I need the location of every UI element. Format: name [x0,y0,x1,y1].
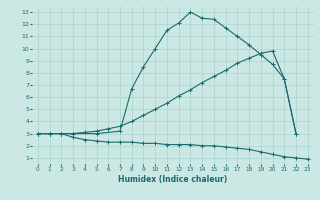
X-axis label: Humidex (Indice chaleur): Humidex (Indice chaleur) [118,175,228,184]
